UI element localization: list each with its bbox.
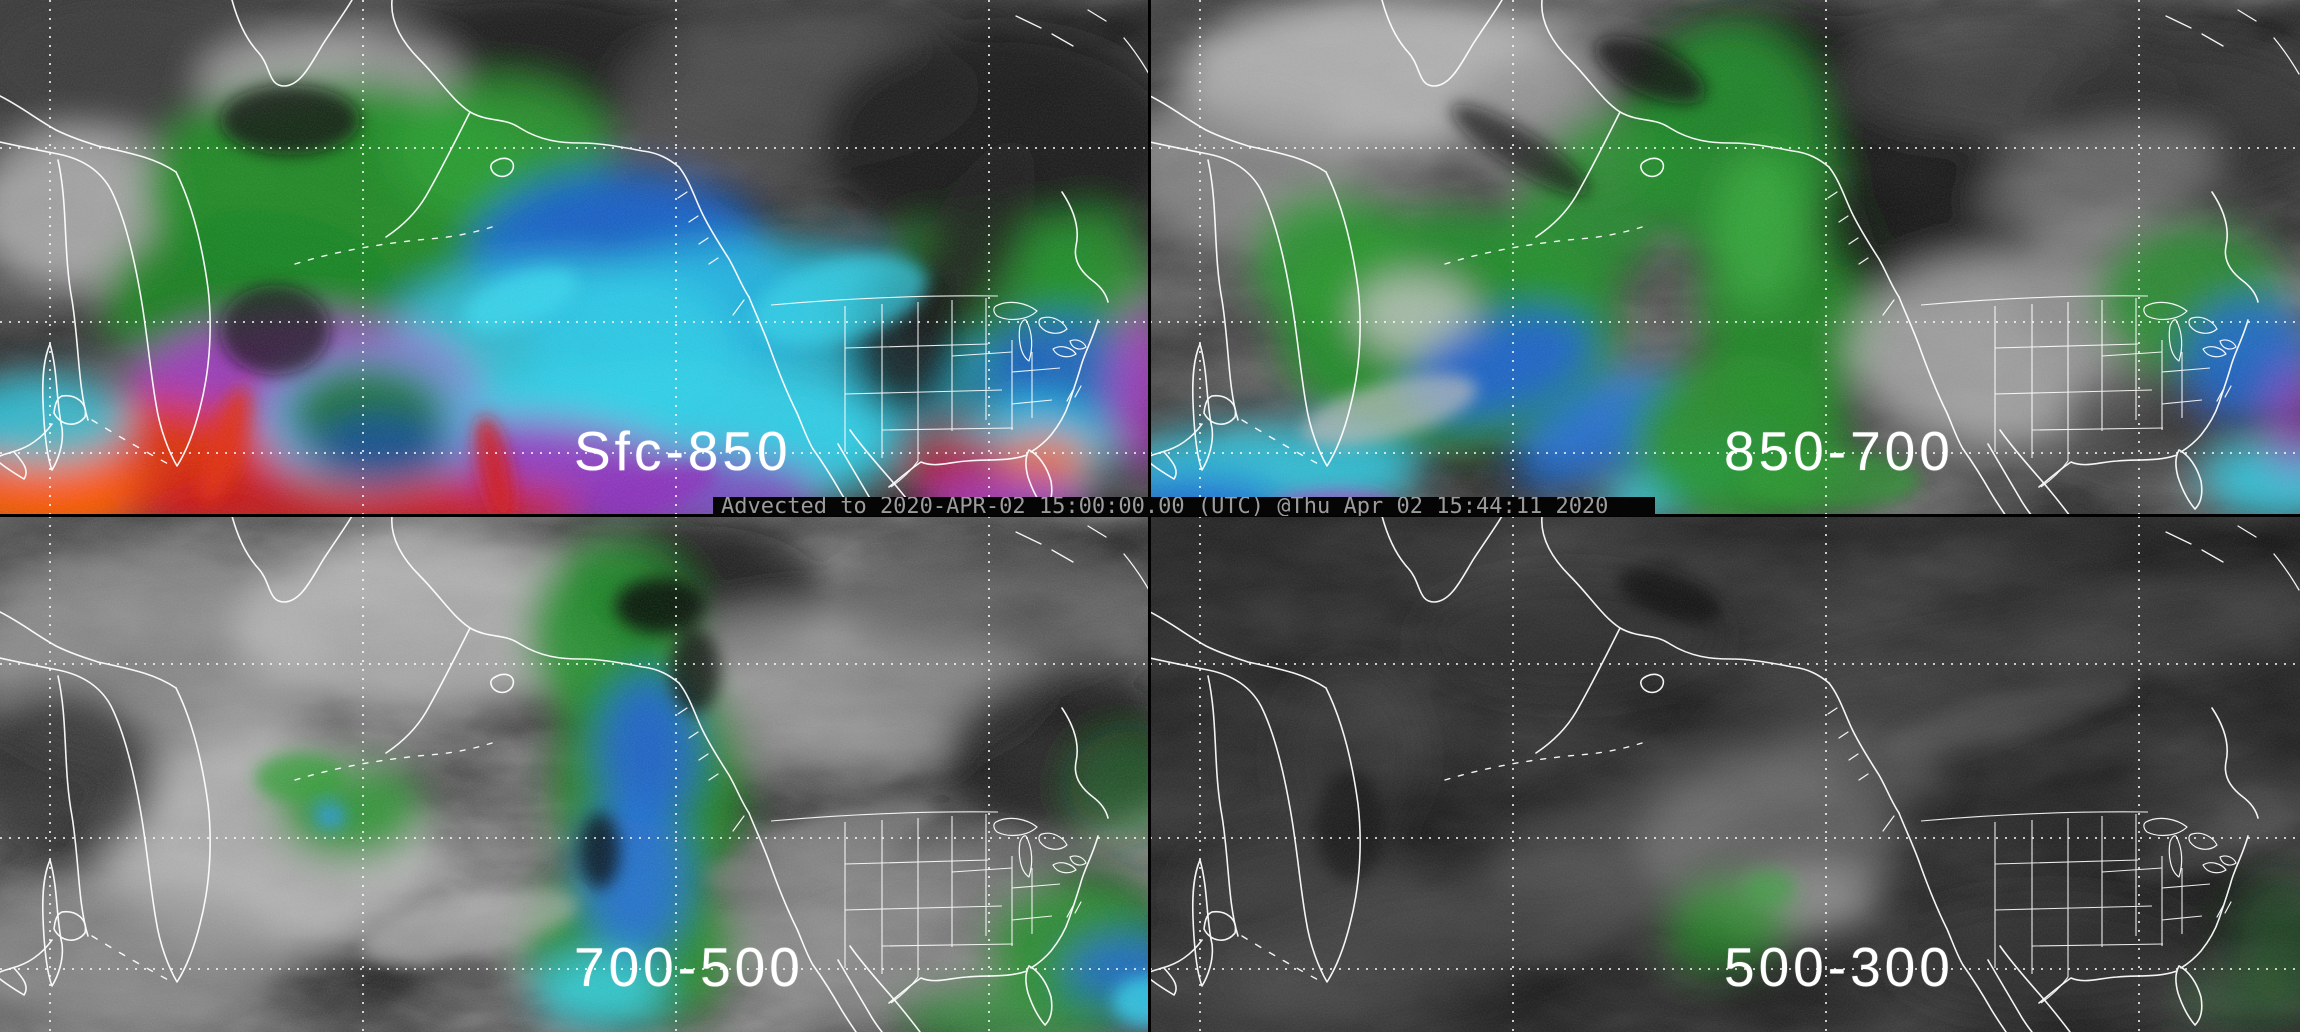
satellite-field-850-700 — [1150, 0, 2300, 516]
panel-label-850-700: 850-700 — [1724, 420, 1954, 482]
panel-700-500: 700-500 — [0, 516, 1150, 1032]
panel-850-700: 850-700 — [1150, 0, 2300, 516]
panel-500-300: 500-300 — [1150, 516, 2300, 1032]
timestamp-bar: Advected to 2020-APR-02 15:00:00.00 (UTC… — [713, 497, 1655, 516]
panel-label-500-300: 500-300 — [1724, 936, 1954, 998]
satellite-field-700-500 — [0, 516, 1150, 1032]
satellite-field-500-300 — [1150, 516, 2300, 1032]
panel-label-sfc-850: Sfc-850 — [574, 420, 792, 482]
panel-sfc-850: Sfc-850 — [0, 0, 1150, 516]
panel-label-700-500: 700-500 — [574, 936, 804, 998]
satellite-field-sfc-850 — [0, 0, 1150, 516]
